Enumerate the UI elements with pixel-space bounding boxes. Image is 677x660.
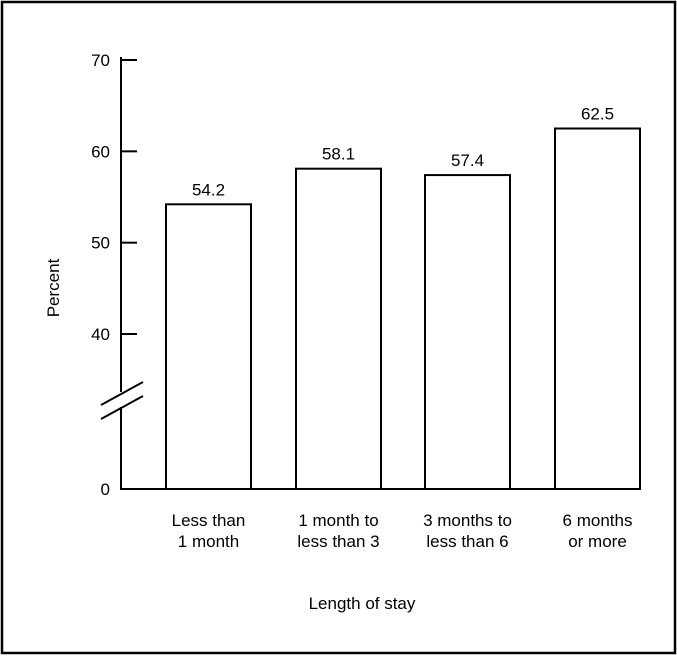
y-tick-label: 40 — [91, 325, 110, 344]
data-label: 54.2 — [192, 180, 225, 199]
y-tick-label: 50 — [91, 234, 110, 253]
x-axis-label: Length of stay — [309, 594, 416, 613]
bar — [554, 127, 641, 490]
axis-break-mark — [100, 381, 144, 406]
y-axis-label: Percent — [44, 258, 63, 317]
x-tick-label: 1 month — [178, 532, 239, 551]
bar — [295, 167, 382, 490]
bar — [165, 203, 252, 490]
x-tick-label: 1 month to — [298, 511, 378, 530]
axis-break-mark — [100, 395, 144, 420]
x-tick-label: less than 3 — [297, 532, 379, 551]
x-tick-label: 6 months — [563, 511, 633, 530]
data-label: 62.5 — [581, 105, 614, 124]
x-tick-label: or more — [568, 532, 627, 551]
x-tick-label: less than 6 — [426, 532, 508, 551]
y-tick-label: 0 — [101, 480, 110, 499]
y-tick-label: 60 — [91, 142, 110, 161]
labels: 54.2 Less than 1 month 58.1 1 month to less t… — [44, 105, 632, 614]
data-label: 57.4 — [451, 151, 484, 170]
x-tick-label: Less than — [172, 511, 246, 530]
y-tick-label: 70 — [91, 51, 110, 70]
bars — [165, 127, 641, 491]
data-label: 58.1 — [322, 145, 355, 164]
x-tick-label: 3 months to — [423, 511, 512, 530]
bar — [424, 174, 511, 491]
